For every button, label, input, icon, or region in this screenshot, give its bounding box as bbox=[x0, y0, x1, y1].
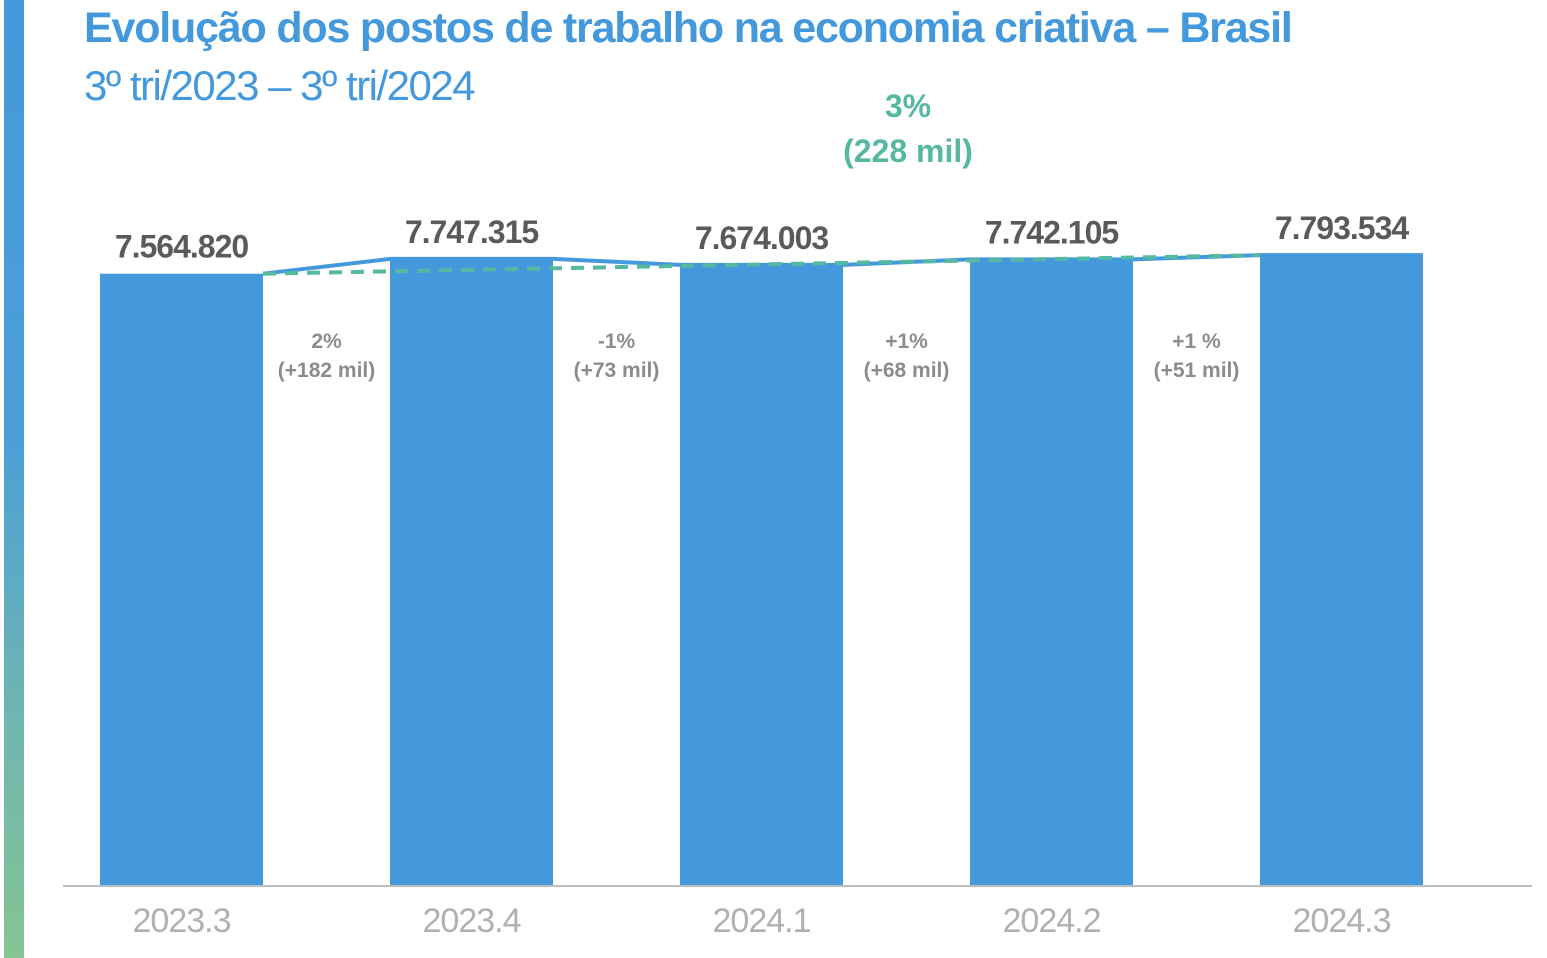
data-label: 7.742.105 bbox=[985, 214, 1119, 250]
bar bbox=[100, 273, 263, 886]
accent-side-bar bbox=[4, 0, 24, 958]
change-pct-label: +1% bbox=[885, 330, 928, 353]
tick-label: 2023.4 bbox=[423, 902, 521, 940]
change-pct-label: +1 % bbox=[1172, 330, 1221, 353]
chart-title: Evolução dos postos de trabalho na econo… bbox=[84, 4, 1293, 52]
total-change-pct: 3% bbox=[885, 88, 931, 124]
data-label: 7.674.003 bbox=[695, 220, 829, 256]
total-change-abs: (228 mil) bbox=[843, 133, 973, 169]
tick-label: 2023.3 bbox=[133, 902, 231, 940]
bar bbox=[390, 258, 553, 886]
tick-label: 2024.3 bbox=[1293, 902, 1391, 940]
trend-line bbox=[262, 253, 1261, 276]
data-label: 7.747.315 bbox=[405, 214, 539, 250]
change-pct-label: -1% bbox=[598, 330, 636, 353]
bar bbox=[680, 264, 843, 886]
chart-subtitle: 3º tri/2023 – 3º tri/2024 bbox=[84, 62, 476, 109]
change-pct-label: 2% bbox=[311, 330, 342, 353]
bar bbox=[1260, 255, 1423, 886]
bar bbox=[970, 259, 1133, 886]
data-label: 7.793.534 bbox=[1275, 210, 1410, 246]
change-abs-label: (+51 mil) bbox=[1154, 359, 1240, 382]
change-abs-label: (+68 mil) bbox=[864, 359, 950, 382]
tick-label: 2024.1 bbox=[713, 902, 811, 940]
data-label: 7.564.820 bbox=[115, 229, 249, 265]
change-abs-label: (+73 mil) bbox=[574, 359, 660, 382]
tick-label: 2024.2 bbox=[1003, 902, 1101, 940]
change-abs-label: (+182 mil) bbox=[278, 359, 375, 382]
